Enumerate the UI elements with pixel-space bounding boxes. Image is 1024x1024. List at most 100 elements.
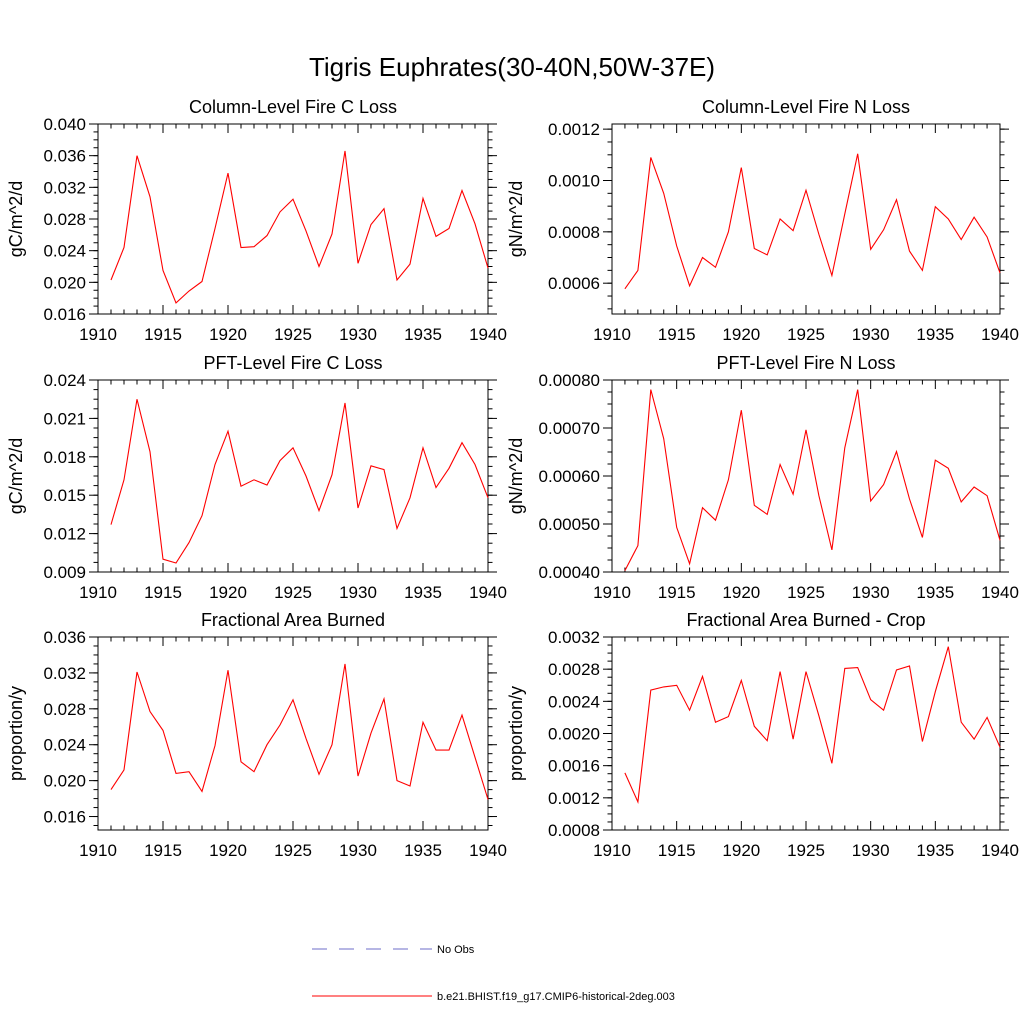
plot-frame: [611, 379, 1001, 573]
y-tick-label: 0.0006: [548, 274, 600, 293]
x-tick-label: 1935: [916, 841, 954, 860]
x-tick-label: 1935: [404, 583, 442, 602]
x-tick-label: 1920: [209, 325, 247, 344]
y-tick-label: 0.024: [43, 371, 86, 390]
x-tick-label: 1925: [274, 583, 312, 602]
x-tick-label: 1940: [981, 583, 1019, 602]
y-tick-label: 0.032: [43, 178, 86, 197]
x-tick-label: 1910: [79, 583, 117, 602]
panel-title: Column-Level Fire C Loss: [189, 97, 397, 117]
x-tick-label: 1910: [593, 325, 631, 344]
y-tick-label: 0.028: [43, 210, 86, 229]
y-tick-label: 0.0012: [548, 789, 600, 808]
panel-title: PFT-Level Fire N Loss: [716, 353, 895, 373]
legend-label-no-obs: No Obs: [437, 944, 475, 956]
series-line-1: [624, 153, 1001, 290]
legend-label-model: b.e21.BHIST.f19_g17.CMIP6-historical-2de…: [437, 991, 675, 1003]
plot-frame: [97, 636, 489, 831]
y-tick-label: 0.0028: [548, 660, 600, 679]
x-tick-label: 1935: [404, 841, 442, 860]
x-tick-label: 1930: [339, 583, 377, 602]
x-tick-label: 1925: [274, 841, 312, 860]
x-tick-label: 1915: [144, 841, 182, 860]
x-tick-label: 1930: [339, 325, 377, 344]
panel-title: PFT-Level Fire C Loss: [203, 353, 382, 373]
x-tick-label: 1910: [593, 583, 631, 602]
plot-frame: [611, 636, 1001, 831]
y-tick-label: 0.00040: [539, 563, 600, 582]
y-tick-label: 0.032: [43, 664, 86, 683]
y-tick-label: 0.020: [43, 273, 86, 292]
y-tick-label: 0.020: [43, 772, 86, 791]
chart-panel-1: 1910 1915 1920 1925 1930 1935 1940 0.016 0.020 0.…: [6, 97, 507, 344]
x-tick-label: 1940: [981, 325, 1019, 344]
plot-frame: [97, 379, 489, 573]
y-axis-label: proportion/y: [506, 686, 526, 781]
y-tick-label: 0.00070: [539, 419, 600, 438]
y-axis-label: gN/m^2/d: [506, 181, 526, 257]
x-tick-label: 1940: [469, 841, 507, 860]
x-tick-label: 1915: [658, 583, 696, 602]
chart-panel-5: 1910 1915 1920 1925 1930 1935 1940 0.016 0.020 0.…: [6, 610, 507, 860]
y-tick-label: 0.0032: [548, 628, 600, 647]
x-tick-label: 1925: [787, 841, 825, 860]
y-tick-label: 0.028: [43, 700, 86, 719]
series-line-1: [624, 389, 1001, 571]
y-tick-label: 0.012: [43, 525, 86, 544]
y-tick-label: 0.00050: [539, 515, 600, 534]
y-tick-label: 0.0024: [548, 692, 600, 711]
y-tick-label: 0.024: [43, 242, 86, 261]
y-tick-label: 0.036: [43, 147, 86, 166]
y-tick-label: 0.009: [43, 563, 86, 582]
y-tick-label: 0.036: [43, 628, 86, 647]
y-tick-label: 0.018: [43, 448, 86, 467]
x-tick-label: 1915: [658, 325, 696, 344]
x-tick-label: 1940: [469, 583, 507, 602]
y-tick-label: 0.024: [43, 736, 86, 755]
chart-panel-6: 1910 1915 1920 1925 1930 1935 1940 0.0008 0.0012…: [506, 610, 1019, 860]
x-tick-label: 1925: [274, 325, 312, 344]
x-tick-label: 1910: [593, 841, 631, 860]
panel-title: Fractional Area Burned: [201, 610, 385, 630]
x-tick-label: 1920: [722, 841, 760, 860]
x-tick-label: 1930: [339, 841, 377, 860]
x-tick-label: 1935: [404, 325, 442, 344]
y-axis-label: gN/m^2/d: [506, 438, 526, 514]
legend: No Obs b.e21.BHIST.f19_g17.CMIP6-histori…: [312, 944, 675, 1003]
series-line-1: [624, 646, 1001, 804]
chart-panels: 1910 1915 1920 1925 1930 1935 1940 0.016 0.020 0.…: [6, 97, 1019, 860]
x-tick-label: 1920: [722, 325, 760, 344]
figure-title: Tigris Euphrates(30-40N,50W-37E): [309, 52, 715, 82]
y-tick-label: 0.016: [43, 808, 86, 827]
x-tick-label: 1935: [916, 325, 954, 344]
y-tick-label: 0.0020: [548, 725, 600, 744]
chart-panel-3: 1910 1915 1920 1925 1930 1935 1940 0.009 0.012 0.…: [6, 353, 507, 602]
x-tick-label: 1930: [852, 583, 890, 602]
panel-title: Fractional Area Burned - Crop: [686, 610, 925, 630]
panel-title: Column-Level Fire N Loss: [702, 97, 910, 117]
series-line-1: [110, 663, 489, 800]
y-tick-label: 0.016: [43, 305, 86, 324]
y-axis-label: proportion/y: [6, 686, 26, 781]
y-tick-label: 0.021: [43, 409, 86, 428]
x-tick-label: 1920: [209, 583, 247, 602]
x-tick-label: 1930: [852, 841, 890, 860]
series-line-1: [110, 399, 489, 564]
y-tick-label: 0.00060: [539, 467, 600, 486]
y-axis-label: gC/m^2/d: [6, 181, 26, 257]
x-tick-label: 1915: [658, 841, 696, 860]
y-tick-label: 0.015: [43, 486, 86, 505]
y-tick-label: 0.0010: [548, 171, 600, 190]
y-tick-label: 0.0008: [548, 223, 600, 242]
x-tick-label: 1925: [787, 325, 825, 344]
x-tick-label: 1925: [787, 583, 825, 602]
y-axis-label: gC/m^2/d: [6, 438, 26, 514]
x-tick-label: 1915: [144, 583, 182, 602]
x-tick-label: 1910: [79, 841, 117, 860]
x-tick-label: 1910: [79, 325, 117, 344]
x-tick-label: 1920: [722, 583, 760, 602]
x-tick-label: 1920: [209, 841, 247, 860]
y-tick-label: 0.040: [43, 115, 86, 134]
x-tick-label: 1930: [852, 325, 890, 344]
